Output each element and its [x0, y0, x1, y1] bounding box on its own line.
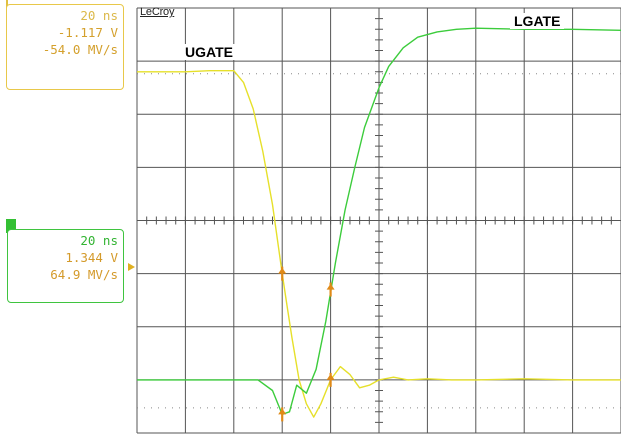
ch1-slew-rate: -54.0 MV/s [42, 42, 118, 57]
ch1-level: -1.117 V [57, 25, 118, 40]
cursor-arrow [278, 408, 287, 415]
lgate-label: LGATE [510, 13, 565, 29]
ugate-trace [137, 69, 621, 418]
ch2-slew-rate: 64.9 MV/s [50, 267, 118, 282]
ch1-measurement-box: 20 ns -1.117 V -54.0 MV/s [6, 4, 124, 90]
ugate-label: UGATE [181, 44, 237, 60]
ch2-timebase: 20 ns [80, 233, 118, 248]
ch2-measurement-box: 20 ns 1.344 V 64.9 MV/s [7, 229, 124, 303]
brand-logo: LeCroy [140, 6, 175, 18]
trigger-level-arrow-icon [128, 263, 135, 271]
ch2-level: 1.344 V [65, 250, 118, 265]
ch1-timebase: 20 ns [80, 8, 118, 23]
cursor-arrow [326, 373, 335, 380]
ch2-marker [6, 219, 16, 233]
cursor-arrow [326, 283, 335, 290]
cursor-arrow [278, 267, 287, 274]
lgate-trace [137, 27, 621, 416]
